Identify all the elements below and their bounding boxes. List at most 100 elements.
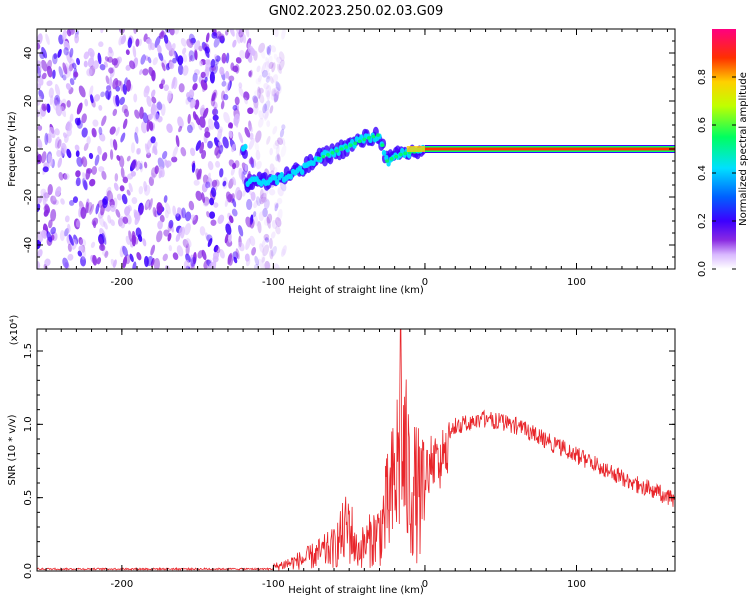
colorbar-tick-label: 0.0 bbox=[697, 261, 708, 277]
noise-blob bbox=[258, 258, 264, 269]
noise-blob bbox=[228, 75, 235, 82]
noise-blob bbox=[165, 160, 172, 167]
noise-blob bbox=[115, 126, 120, 136]
noise-blob bbox=[266, 120, 271, 128]
noise-blob bbox=[266, 216, 271, 229]
noise-blob bbox=[52, 53, 58, 65]
noise-blob bbox=[253, 103, 259, 115]
noise-blob bbox=[204, 47, 210, 59]
noise-blob bbox=[204, 126, 209, 133]
noise-blob bbox=[54, 128, 60, 136]
noise-blob bbox=[100, 29, 104, 34]
noise-blob bbox=[188, 261, 194, 269]
noise-blob bbox=[156, 44, 162, 54]
noise-blob bbox=[221, 52, 227, 64]
noise-blob bbox=[60, 198, 65, 205]
noise-blob bbox=[97, 145, 102, 155]
y-tick-label: 20 bbox=[23, 95, 34, 108]
snr-series-line bbox=[37, 329, 675, 571]
noise-blob bbox=[132, 45, 137, 58]
noise-blob bbox=[172, 145, 179, 158]
noise-blob bbox=[254, 255, 259, 266]
noise-blob bbox=[133, 209, 139, 219]
noise-blob bbox=[92, 254, 98, 266]
noise-blob bbox=[55, 138, 59, 150]
noise-blob bbox=[86, 167, 93, 174]
noise-blob bbox=[249, 132, 254, 140]
noise-blob bbox=[119, 96, 125, 106]
colorbar-tick-label: 0.4 bbox=[697, 165, 708, 181]
noise-blob bbox=[244, 164, 248, 172]
y-tick-label: 0.5 bbox=[23, 490, 34, 506]
noise-blob bbox=[211, 108, 219, 116]
noise-blob bbox=[138, 204, 145, 216]
noise-blob bbox=[265, 262, 271, 269]
noise-blob bbox=[239, 34, 244, 44]
noise-blob bbox=[75, 170, 81, 178]
noise-blob bbox=[231, 143, 237, 153]
noise-blob bbox=[254, 90, 260, 97]
spectrogram-ylabel: Frequency (Hz) bbox=[7, 111, 18, 187]
noise-blob bbox=[103, 221, 108, 230]
noise-blob bbox=[82, 178, 88, 190]
noise-blob bbox=[108, 46, 113, 54]
noise-blob bbox=[125, 79, 132, 92]
noise-blob bbox=[120, 35, 126, 45]
noise-blob bbox=[41, 151, 47, 164]
y-tick-label: 1.5 bbox=[23, 343, 34, 359]
noise-blob bbox=[53, 52, 58, 60]
noise-blob bbox=[207, 161, 214, 171]
noise-blob bbox=[100, 91, 106, 98]
noise-blob bbox=[192, 214, 199, 225]
noise-blob bbox=[147, 56, 152, 64]
noise-blob bbox=[218, 144, 224, 155]
noise-blob bbox=[262, 207, 268, 218]
noise-blob bbox=[86, 136, 91, 145]
noise-blob bbox=[232, 198, 237, 208]
noise-blob bbox=[98, 132, 106, 142]
noise-blob bbox=[92, 119, 99, 127]
noise-blob bbox=[110, 219, 115, 226]
noise-blob bbox=[83, 51, 90, 60]
noise-blob bbox=[181, 207, 187, 219]
noise-blob bbox=[228, 232, 232, 243]
noise-blob bbox=[231, 208, 238, 217]
noise-blob bbox=[182, 53, 188, 63]
noise-blob bbox=[266, 44, 272, 55]
noise-blob bbox=[272, 89, 278, 97]
noise-blob bbox=[264, 108, 270, 121]
noise-blob bbox=[66, 29, 72, 37]
noise-blob bbox=[207, 140, 213, 149]
signal-peak bbox=[353, 141, 358, 146]
signal-peak bbox=[344, 145, 349, 149]
signal-core bbox=[311, 160, 316, 167]
noise-blob bbox=[257, 86, 261, 99]
noise-blob bbox=[165, 202, 171, 215]
noise-blob bbox=[217, 128, 223, 141]
signal-peak bbox=[371, 134, 376, 139]
noise-blob bbox=[270, 45, 277, 53]
snr-background bbox=[37, 329, 675, 571]
noise-blob bbox=[232, 251, 239, 260]
noise-blob bbox=[109, 126, 116, 135]
noise-blob bbox=[273, 202, 280, 209]
noise-blob bbox=[235, 186, 241, 200]
noise-blob bbox=[268, 61, 274, 70]
noise-blob bbox=[182, 65, 189, 76]
noise-blob bbox=[54, 83, 61, 97]
x-tick-label: -200 bbox=[111, 277, 134, 288]
noise-blob bbox=[214, 55, 221, 62]
noise-blob bbox=[66, 51, 72, 64]
noise-blob bbox=[253, 96, 259, 109]
colorbar-gradient bbox=[712, 29, 736, 269]
noise-blob bbox=[225, 81, 231, 93]
noise-blob bbox=[101, 115, 107, 127]
signal-core bbox=[243, 143, 248, 150]
noise-blob bbox=[153, 257, 161, 269]
noise-blob bbox=[268, 55, 273, 64]
noise-blob bbox=[195, 190, 203, 201]
noise-blob bbox=[53, 94, 61, 107]
noise-blob bbox=[259, 188, 264, 199]
noise-blob bbox=[83, 179, 88, 191]
noise-blob bbox=[248, 120, 252, 132]
